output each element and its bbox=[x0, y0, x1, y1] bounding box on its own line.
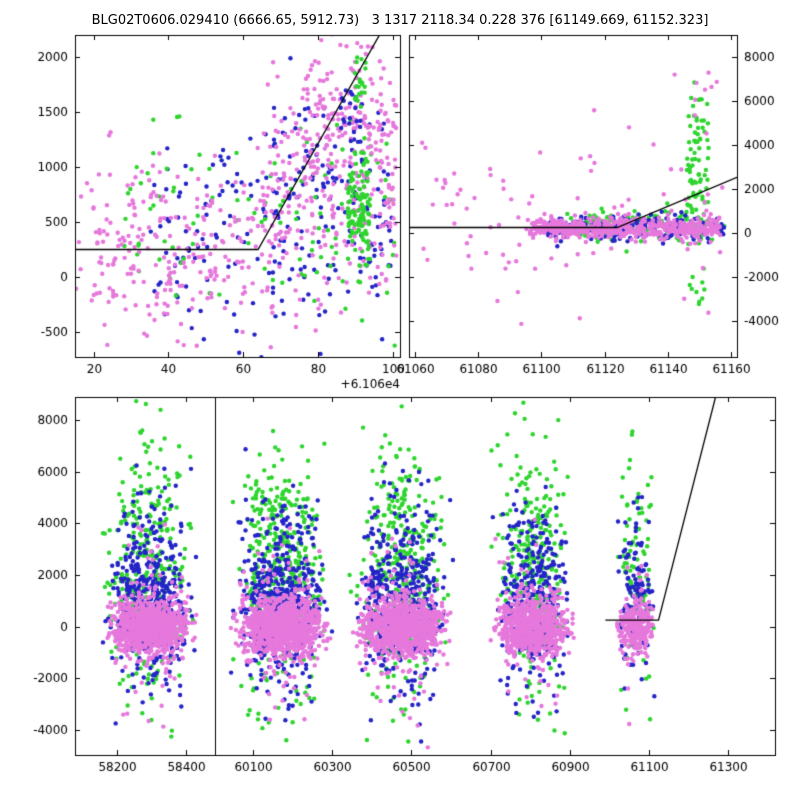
figure-title: BLG02T0606.029410 (6666.65, 5912.73) 3 1… bbox=[91, 13, 709, 28]
